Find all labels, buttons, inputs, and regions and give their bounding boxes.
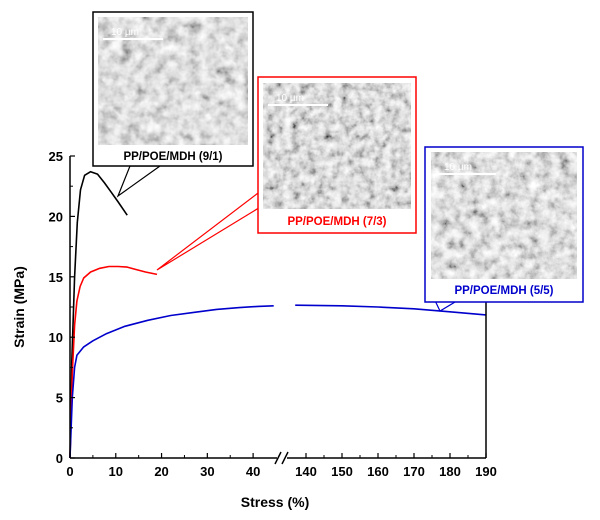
x-tick-label: 160 [367,464,389,479]
y-tick-label: 0 [56,451,63,466]
x-tick-label: 180 [439,464,461,479]
scale-bar-label: 10 µm [111,27,139,38]
series-line-2 [69,265,158,459]
x-tick-label: 40 [246,464,260,479]
inset-label: PP/POE/MDH (9/1) [123,151,222,163]
x-tick-label: 140 [295,464,317,479]
scale-bar-label: 10 µm [276,93,304,104]
y-tick-label: 25 [49,149,63,164]
y-tick-label: 20 [49,209,63,224]
x-tick-label: 190 [475,464,497,479]
inset-callout-3: 10 µm PP/POE/MDH (5/5) [424,146,584,312]
series-line-3 [295,304,487,316]
callout-pointer [116,165,162,198]
x-tick-label: 10 [109,464,123,479]
y-tick-label: 5 [56,391,63,406]
y-tick-label: 15 [49,270,63,285]
y-tick-label: 10 [49,330,63,345]
callout-pointer [156,188,263,271]
x-tick-label: 0 [66,464,73,479]
axis-break-mark [274,451,282,465]
axes: 0 10 20 30 40 140 150 160 170 180 190 0 5 10 15 20 25 [49,149,497,479]
data-curves [69,170,487,459]
inset-callout-1: 10 µm PP/POE/MDH (9/1) [92,11,254,198]
axis-break-mark [281,451,289,465]
x-tick-label: 30 [200,464,214,479]
x-tick-label: 20 [154,464,168,479]
y-axis-title: Strain (MPa) [11,266,27,348]
x-tick-label: 170 [403,464,425,479]
inset-callouts: 10 µm PP/POE/MDH (9/1) 10 µm PP/POE/MDH (7/… [92,11,584,312]
x-tick-label: 150 [331,464,353,479]
series-line-3 [69,305,274,459]
inset-callout-2: 10 µm PP/POE/MDH (7/3) [156,76,417,271]
series-line-1 [69,170,128,459]
inset-label: PP/POE/MDH (5/5) [454,285,553,297]
scale-bar-label: 10 µm [444,162,472,173]
x-axis-title: Stress (%) [241,494,309,510]
inset-label: PP/POE/MDH (7/3) [287,216,386,228]
axis-titles: Stress (%) Strain (MPa) [11,266,309,510]
